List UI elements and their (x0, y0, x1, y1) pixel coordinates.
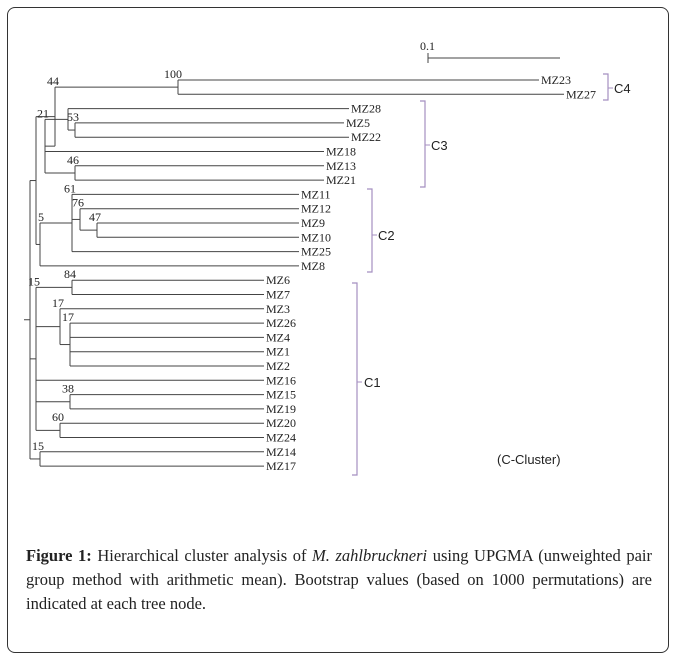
bootstrap-value: 100 (164, 67, 182, 81)
cluster-note: (C-Cluster) (497, 452, 561, 467)
bootstrap-value: 21 (37, 106, 49, 120)
bootstrap-value: 76 (72, 196, 84, 210)
scale-label: 0.1 (420, 39, 435, 53)
leaf-label: MZ24 (266, 431, 296, 445)
species-name: M. zahlbruckneri (312, 546, 428, 565)
leaf-label: MZ19 (266, 402, 296, 416)
bootstrap-value: 61 (64, 181, 76, 195)
leaf-label: MZ5 (346, 116, 370, 130)
caption-label: Figure 1: (26, 546, 92, 565)
leaf-label: MZ8 (301, 259, 325, 273)
cluster-label: C3 (431, 138, 448, 153)
leaf-label: MZ26 (266, 316, 296, 330)
bootstrap-value: 38 (62, 382, 74, 396)
leaf-label: MZ6 (266, 273, 290, 287)
bootstrap-value: 15 (32, 439, 44, 453)
leaf-label: MZ15 (266, 388, 296, 402)
caption-text: using UPGMA (unweighted pair group metho… (26, 546, 652, 613)
figure-caption: Figure 1: Hierarchical cluster analysis … (26, 544, 652, 616)
leaf-label: MZ12 (301, 202, 331, 216)
leaf-label: MZ23 (541, 73, 571, 87)
leaf-label: MZ9 (301, 216, 325, 230)
leaf-label: MZ21 (326, 173, 356, 187)
leaf-label: MZ4 (266, 330, 290, 344)
leaf-label: MZ20 (266, 416, 296, 430)
leaf-label: MZ2 (266, 359, 290, 373)
leaf-label: MZ28 (351, 102, 381, 116)
bootstrap-value: 44 (47, 74, 59, 88)
leaf-label: MZ7 (266, 288, 290, 302)
cluster-bracket (367, 188, 373, 273)
cluster-bracket (420, 100, 426, 188)
bootstrap-value: 46 (67, 153, 79, 167)
leaf-label: MZ18 (326, 145, 356, 159)
leaf-label: MZ10 (301, 230, 331, 244)
leaf-label: MZ22 (351, 130, 381, 144)
leaf-label: MZ25 (301, 245, 331, 259)
cluster-bracket (603, 73, 609, 101)
bootstrap-value: 17 (52, 296, 64, 310)
leaf-label: MZ11 (301, 187, 331, 201)
figure-frame (7, 7, 669, 653)
caption-text: Hierarchical cluster analysis of (91, 546, 313, 565)
leaf-label: MZ27 (566, 87, 596, 101)
bootstrap-value: 84 (64, 267, 76, 281)
bootstrap-value: 60 (52, 410, 64, 424)
leaf-label: MZ16 (266, 373, 296, 387)
bootstrap-value: 47 (89, 210, 101, 224)
leaf-label: MZ1 (266, 345, 290, 359)
bootstrap-value: 17 (62, 310, 74, 324)
leaf-label: MZ17 (266, 459, 296, 473)
cluster-bracket (352, 282, 358, 476)
leaf-label: MZ14 (266, 445, 296, 459)
bootstrap-value: 53 (67, 110, 79, 124)
bootstrap-value: 5 (38, 210, 44, 224)
leaf-label: MZ13 (326, 159, 356, 173)
cluster-label: C2 (378, 228, 395, 243)
cluster-label: C4 (614, 81, 631, 96)
bootstrap-value: 15 (28, 274, 40, 288)
cluster-label: C1 (364, 375, 381, 390)
leaf-label: MZ3 (266, 302, 290, 316)
